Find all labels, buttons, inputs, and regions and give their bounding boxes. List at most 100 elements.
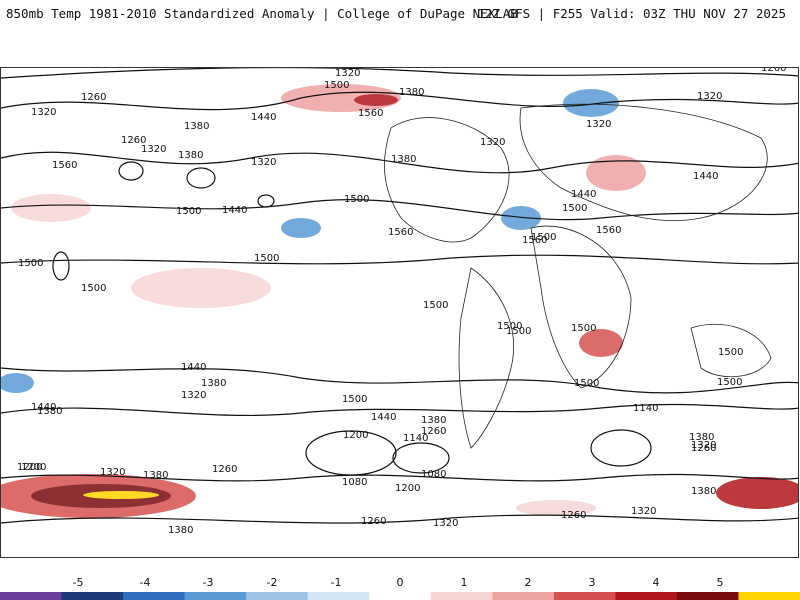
australia-outline	[690, 323, 772, 378]
colorbar-tick-label: 3	[588, 576, 596, 589]
anomaly-colorbar	[0, 592, 800, 600]
colorbar-swatch	[615, 592, 678, 600]
closed-low-contour	[52, 251, 70, 281]
warm-anomaly-east-asia	[11, 194, 91, 222]
contour-label: 1380	[37, 406, 62, 417]
contour-label: 1260	[561, 510, 586, 521]
africa-outline	[530, 225, 632, 389]
contour-label: 1500	[423, 300, 448, 311]
colorbar-tick-label: 4	[652, 576, 660, 589]
contour-label: 1080	[421, 469, 446, 480]
colorbar-tick-label: 5	[716, 576, 724, 589]
contour-label: 1500	[81, 283, 106, 294]
contour-label: 1200	[343, 430, 368, 441]
colorbar-swatch	[307, 592, 370, 600]
contour-label: 1440	[371, 412, 396, 423]
warm-anomaly-russia	[586, 155, 646, 191]
contour-label: 1260	[121, 135, 146, 146]
cold-anomaly-north-europe	[563, 89, 619, 117]
colorbar-swatch	[246, 592, 309, 600]
contour-label: 1440	[693, 171, 718, 182]
contour-label: 1440	[181, 362, 206, 373]
colorbar-tick-label: 2	[524, 576, 532, 589]
contour-label: 1500	[344, 194, 369, 205]
contour-label: 1380	[178, 150, 203, 161]
warm-anomaly-southern-east	[716, 477, 798, 509]
closed-low-contour	[392, 442, 450, 474]
contour-label: 1380	[689, 432, 714, 443]
colorbar-tick-label: -5	[72, 576, 84, 589]
contour-line	[1, 68, 798, 79]
contour-label: 1500	[574, 378, 599, 389]
contour-label: 1320	[335, 68, 360, 79]
contour-label: 1500	[497, 321, 522, 332]
contour-label: 1260	[81, 92, 106, 103]
warm-anomaly-west-pacific	[131, 268, 271, 308]
warm-anomaly-africa	[579, 329, 623, 357]
contour-label: 1200	[21, 462, 46, 473]
contour-label: 1320	[31, 107, 56, 118]
contour-label: 1320	[697, 91, 722, 102]
warm-anomaly-core-north-pacific	[354, 94, 398, 106]
contour-label: 1500	[342, 394, 367, 405]
contour-label: 1140	[633, 403, 658, 414]
colorbar-tick-label: -1	[330, 576, 342, 589]
contour-label: 1320	[433, 518, 458, 529]
coastlines	[384, 103, 772, 449]
contour-label: 1200	[395, 483, 420, 494]
contour-label: 1260	[361, 516, 386, 527]
contour-label: 1320	[586, 119, 611, 130]
map-title: 850mb Temp 1981-2010 Standardized Anomal…	[6, 6, 518, 21]
colorbar-swatch	[184, 592, 247, 600]
contour-label: 1500	[562, 203, 587, 214]
contour-line	[1, 473, 798, 482]
contour-label: 1500	[254, 253, 279, 264]
colorbar-swatch	[0, 592, 63, 600]
eurasia-outline	[519, 103, 768, 221]
anomaly-map: 1320 1500 1380 1260 1320 1440 1560 1380 1320 1320…	[0, 67, 799, 558]
closed-low-contour	[186, 167, 216, 189]
contour-line	[1, 91, 798, 111]
colorbar-tick-label: -4	[139, 576, 151, 589]
contour-label: 1320	[100, 467, 125, 478]
contour-label: 1320	[181, 390, 206, 401]
contour-line	[1, 151, 798, 174]
anomaly-shading	[1, 84, 798, 518]
contour-label: 1380	[691, 486, 716, 497]
colorbar-swatch	[123, 592, 186, 600]
closed-low-contour	[590, 429, 652, 467]
colorbar-tick-label: -3	[202, 576, 214, 589]
extreme-warm-anomaly	[83, 491, 159, 499]
cold-anomaly-pacific	[281, 218, 321, 238]
colorbar-swatch	[369, 592, 432, 600]
contour-label: 1140	[403, 433, 428, 444]
warm-anomaly-antarctic	[516, 500, 596, 516]
contour-label: 1560	[522, 235, 547, 246]
contour-line	[1, 514, 798, 524]
contour-label: 1500	[717, 377, 742, 388]
closed-low-contour	[257, 194, 275, 208]
contour-label: 1560	[358, 108, 383, 119]
contour-label: 1260	[761, 68, 786, 74]
height-contours	[1, 68, 798, 524]
cold-anomaly-atlantic	[501, 206, 541, 230]
contour-label: 1560	[596, 225, 621, 236]
colorbar-tick-label: 0	[396, 576, 404, 589]
colorbar-swatch	[553, 592, 616, 600]
contour-line	[1, 367, 798, 394]
contour-label: 1440	[31, 402, 56, 413]
contour-label: 1320	[691, 440, 716, 451]
contour-label: 1260	[212, 464, 237, 475]
contour-label: 1380	[421, 415, 446, 426]
contour-label: 1500	[18, 258, 43, 269]
contour-label: 1380	[201, 378, 226, 389]
contour-label: 1500	[531, 232, 556, 243]
contour-label: 1500	[506, 326, 531, 337]
closed-low-contour	[118, 161, 144, 181]
contour-label: 1080	[342, 477, 367, 488]
contour-label: 1500	[176, 206, 201, 217]
contour-label: 1320	[251, 157, 276, 168]
contour-label: 1380	[399, 87, 424, 98]
